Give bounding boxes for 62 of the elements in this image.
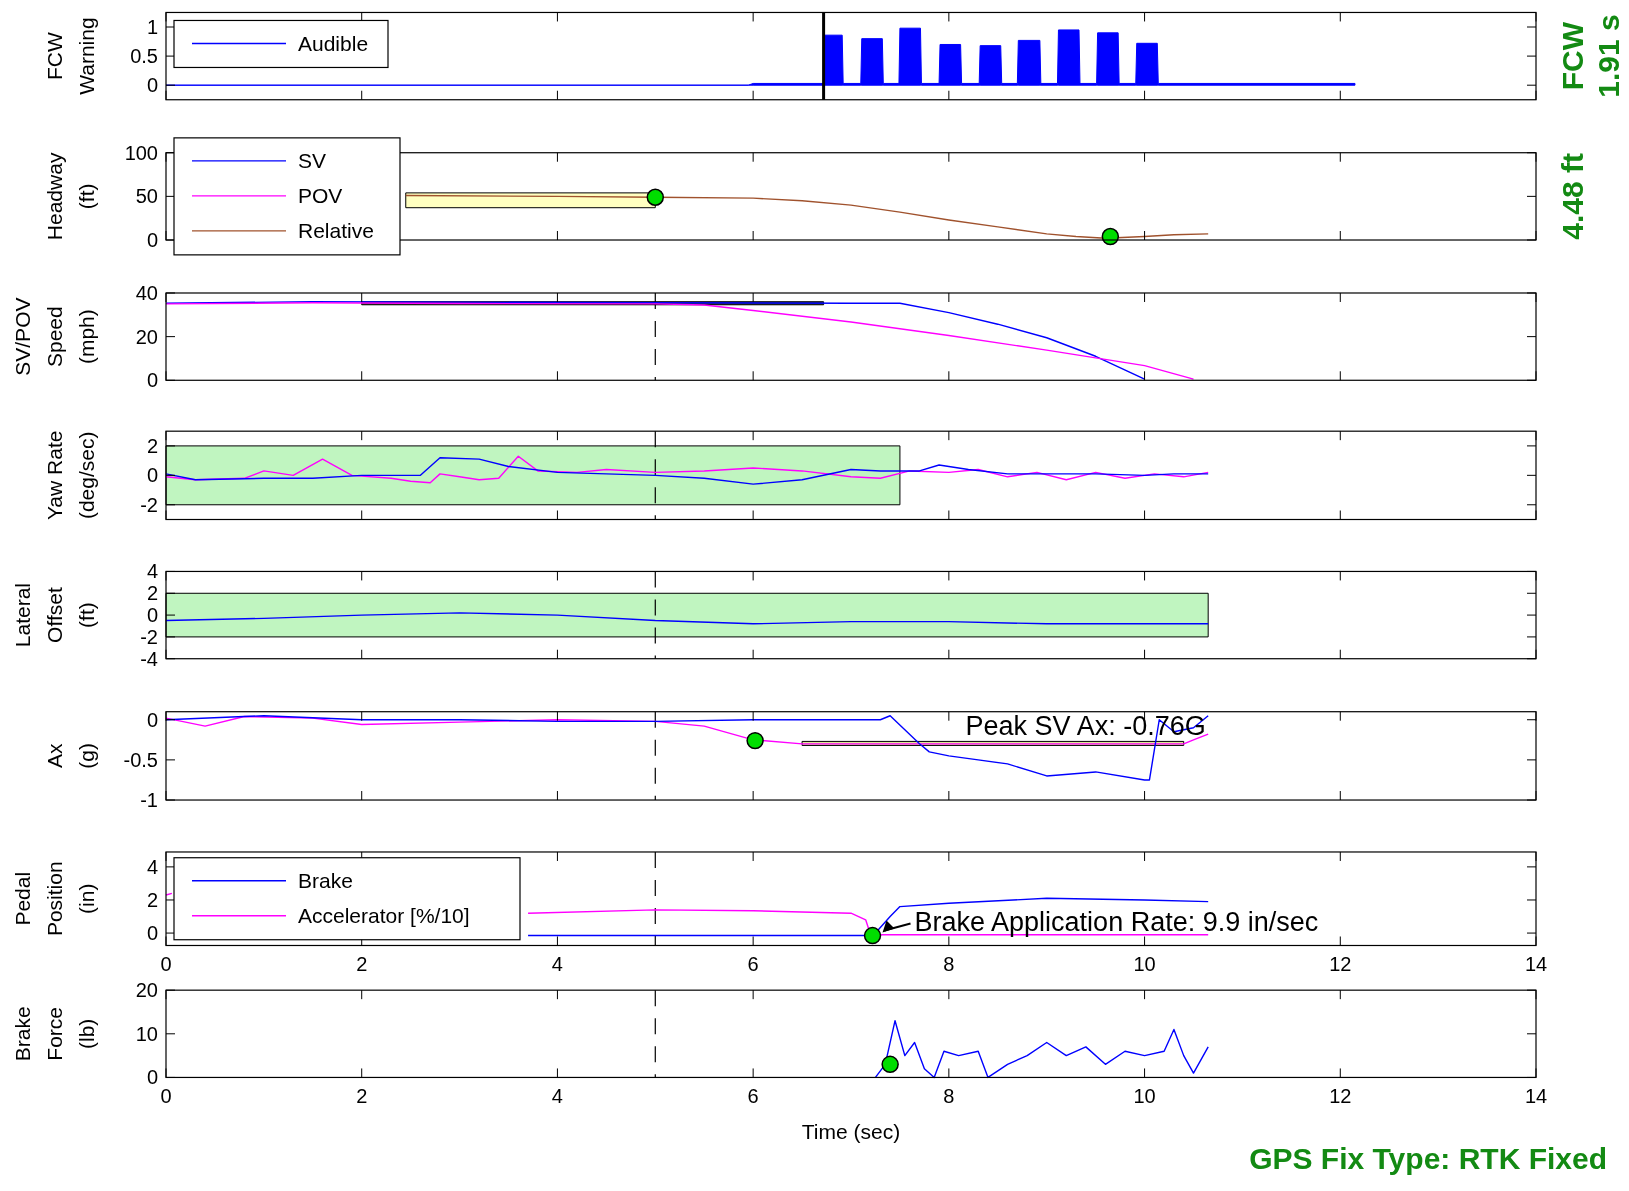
y-axis-title: Pedal Position (in)	[11, 861, 98, 937]
x-tick-label: 14	[1524, 953, 1548, 976]
y-tick-label: -2	[140, 493, 158, 516]
legend-label: Brake	[298, 869, 353, 893]
x-tick-label: 2	[356, 1085, 368, 1108]
y-axis-title: Ax (g)	[43, 743, 98, 769]
y-tick-label: 0	[146, 74, 158, 97]
y-tick-label: 100	[124, 141, 158, 164]
x-tick-label: 4	[551, 953, 563, 976]
text: 1.91 s	[1591, 14, 1625, 98]
text: FCW	[1555, 21, 1589, 91]
y-tick-label: 0	[146, 1066, 158, 1089]
y-tick-label: 2	[146, 888, 158, 911]
x-tick-label: 0	[160, 1085, 172, 1108]
text: 4.48 ft	[1555, 153, 1589, 240]
y-axis-title: Headway (ft)	[43, 152, 98, 241]
y-tick-label: 4	[146, 560, 158, 583]
legend-label: Audible	[298, 31, 369, 55]
y-tick-label: 50	[135, 185, 158, 208]
x-tick-label: 14	[1524, 1085, 1548, 1108]
y-tick-label: 0	[146, 464, 158, 487]
y-axis-title: Brake Force (lb)	[11, 1006, 98, 1062]
y-tick-label: 0	[146, 229, 158, 252]
legend-label: POV	[298, 184, 343, 208]
y-tick-label: 0	[146, 369, 158, 392]
y-axis-title: Lateral Offset (ft)	[11, 582, 98, 648]
text: GPS Fix Type: RTK Fixed	[1249, 1142, 1607, 1175]
legend-label: Relative	[298, 219, 374, 243]
y-axis-title: SV/POV Speed (mph)	[11, 297, 98, 376]
y-tick-label: 20	[135, 979, 158, 1002]
x-tick-label: 12	[1329, 953, 1352, 976]
y-axis-title: Yaw Rate (deg/sec)	[43, 430, 98, 521]
y-tick-label: 0.5	[130, 45, 158, 68]
x-tick-label: 6	[747, 953, 759, 976]
y-tick-label: 1	[146, 16, 158, 39]
y-axis-title: FCW Warning	[43, 17, 98, 95]
annotation: Brake Application Rate: 9.9 in/sec	[914, 907, 1319, 938]
x-tick-label: 2	[356, 953, 368, 976]
x-tick-label: 0	[160, 953, 172, 976]
x-tick-label: 8	[943, 953, 955, 976]
legend-label: SV	[298, 149, 327, 173]
y-tick-label: 2	[146, 582, 158, 605]
y-tick-label: -2	[140, 625, 158, 648]
y-tick-label: -1	[140, 789, 158, 812]
y-tick-label: 0	[146, 922, 158, 945]
y-tick-label: 40	[135, 282, 158, 304]
x-tick-label: 8	[943, 1085, 955, 1108]
x-tick-label: 6	[747, 1085, 759, 1108]
x-axis-title: Time (sec)	[801, 1120, 901, 1144]
y-tick-label: 0	[146, 708, 158, 731]
x-tick-label: 10	[1133, 1085, 1156, 1108]
y-tick-label: -4	[140, 647, 158, 670]
y-tick-label: 4	[146, 855, 158, 878]
x-tick-label: 10	[1133, 953, 1156, 976]
x-tick-label: 12	[1329, 1085, 1352, 1108]
x-tick-label: 4	[551, 1085, 563, 1108]
y-tick-label: 2	[146, 434, 158, 457]
y-tick-label: 20	[135, 325, 158, 348]
legend-label: Accelerator [%/10]	[298, 904, 470, 928]
y-tick-label: 0	[146, 604, 158, 627]
y-tick-label: 10	[135, 1022, 158, 1045]
y-tick-label: -0.5	[123, 748, 158, 771]
